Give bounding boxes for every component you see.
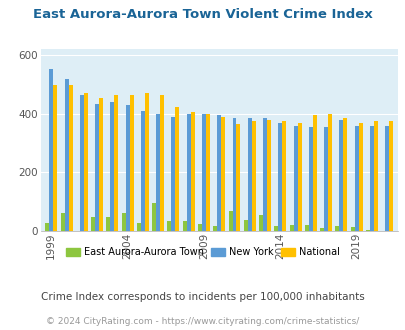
Bar	[281, 121, 286, 231]
Bar	[384, 126, 388, 231]
Bar	[53, 84, 57, 231]
Bar	[339, 120, 343, 231]
Text: Crime Index corresponds to incidents per 100,000 inhabitants: Crime Index corresponds to incidents per…	[41, 292, 364, 302]
Bar	[60, 214, 64, 231]
Bar	[167, 221, 171, 231]
Bar	[160, 95, 164, 231]
Legend: East Aurora-Aurora Town, New York, National: East Aurora-Aurora Town, New York, Natio…	[62, 243, 343, 261]
Bar	[228, 211, 232, 231]
Bar	[262, 118, 266, 231]
Bar	[293, 126, 297, 231]
Bar	[312, 115, 316, 231]
Bar	[251, 121, 255, 231]
Bar	[278, 123, 281, 231]
Bar	[297, 123, 301, 231]
Bar	[64, 79, 68, 231]
Bar	[205, 114, 209, 231]
Bar	[182, 221, 186, 231]
Bar	[122, 213, 125, 231]
Bar	[91, 217, 95, 231]
Bar	[243, 220, 247, 231]
Bar	[258, 215, 262, 231]
Bar	[354, 126, 358, 231]
Bar	[198, 224, 202, 231]
Bar	[190, 113, 194, 231]
Bar	[350, 227, 354, 231]
Bar	[373, 121, 377, 231]
Bar	[45, 223, 49, 231]
Bar	[186, 114, 190, 231]
Bar	[232, 118, 236, 231]
Bar	[236, 124, 240, 231]
Bar	[365, 230, 369, 231]
Bar	[125, 105, 129, 231]
Bar	[304, 225, 308, 231]
Bar	[83, 93, 87, 231]
Bar	[68, 84, 72, 231]
Bar	[343, 118, 347, 231]
Bar	[388, 121, 392, 231]
Bar	[171, 117, 175, 231]
Bar	[175, 107, 179, 231]
Bar	[129, 95, 133, 231]
Text: © 2024 CityRating.com - https://www.cityrating.com/crime-statistics/: © 2024 CityRating.com - https://www.city…	[46, 317, 359, 326]
Bar	[266, 120, 270, 231]
Bar	[221, 117, 225, 231]
Bar	[323, 127, 327, 231]
Bar	[358, 123, 362, 231]
Text: East Aurora-Aurora Town Violent Crime Index: East Aurora-Aurora Town Violent Crime In…	[33, 8, 372, 21]
Bar	[217, 115, 221, 231]
Bar	[327, 114, 331, 231]
Bar	[308, 127, 312, 231]
Bar	[99, 98, 103, 231]
Bar	[152, 203, 156, 231]
Bar	[136, 223, 141, 231]
Bar	[106, 217, 110, 231]
Bar	[335, 226, 339, 231]
Bar	[213, 226, 217, 231]
Bar	[49, 69, 53, 231]
Bar	[141, 111, 145, 231]
Bar	[274, 226, 278, 231]
Bar	[320, 228, 323, 231]
Bar	[145, 93, 149, 231]
Bar	[289, 225, 293, 231]
Bar	[156, 114, 160, 231]
Bar	[202, 114, 205, 231]
Bar	[95, 104, 99, 231]
Bar	[369, 126, 373, 231]
Bar	[80, 95, 83, 231]
Bar	[247, 118, 251, 231]
Bar	[110, 102, 114, 231]
Bar	[114, 95, 118, 231]
